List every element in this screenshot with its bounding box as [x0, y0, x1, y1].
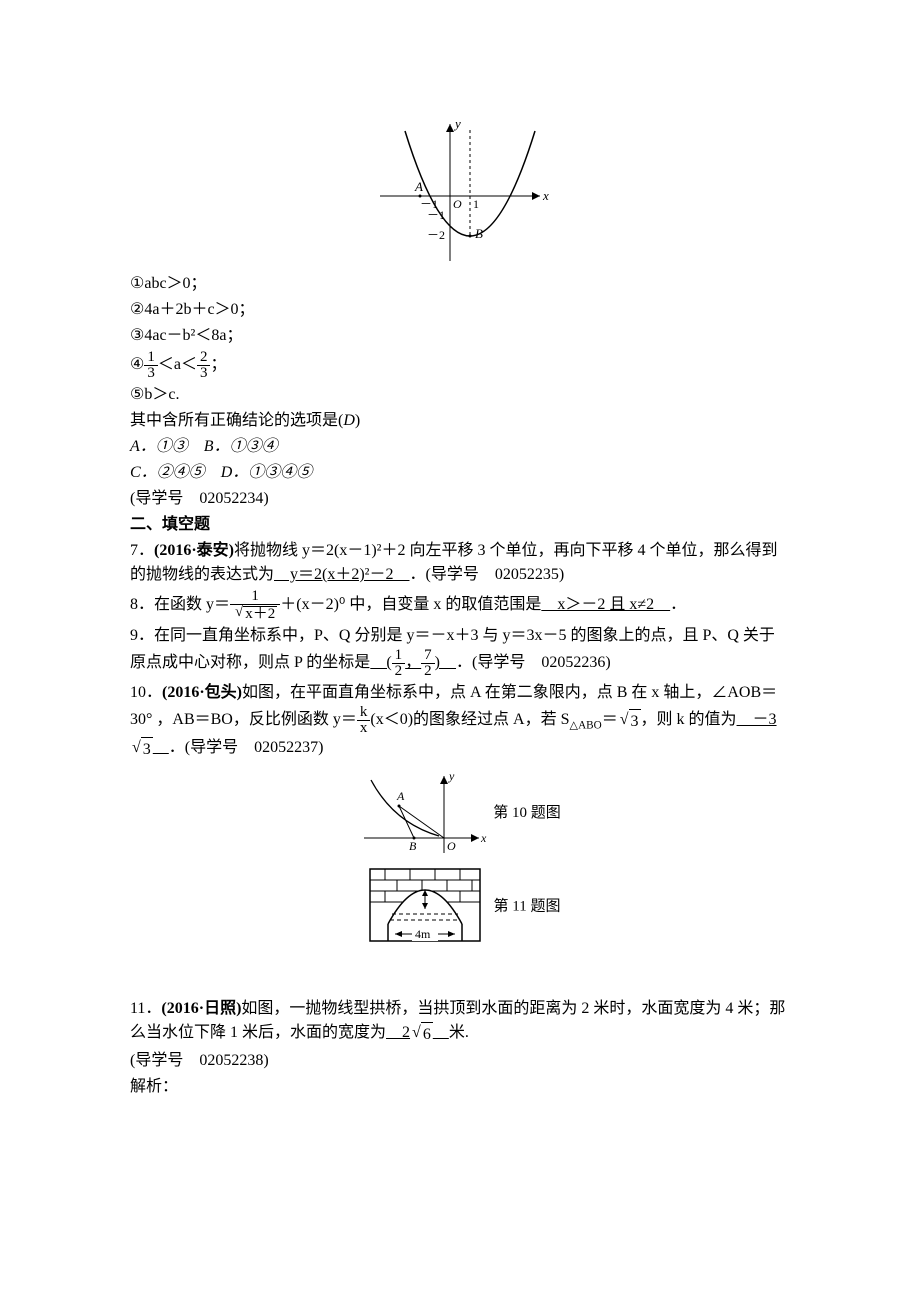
q7-answer: y＝2(x＋2)²－2 [274, 566, 409, 583]
q7-source: (2016·泰安) [154, 542, 234, 559]
statement-4: ④13＜a＜23； [130, 350, 790, 381]
q9-answer: (12，72) [370, 654, 456, 671]
figure-10: x y A B O [359, 768, 489, 858]
statement-2: ②4a＋2b＋c＞0； [130, 298, 790, 322]
svg-text:1: 1 [473, 197, 479, 211]
q9-comma: ， [405, 654, 421, 671]
q8-fraction: 1√x＋2 [230, 589, 280, 622]
svg-text:－1: －1 [427, 208, 445, 222]
q7: 7．(2016·泰安)将抛物线 y＝2(x－1)²＋2 向左平移 3 个单位，再… [130, 539, 790, 587]
q6-option-a: A．①③ [130, 438, 188, 455]
q10-sub: △ABO [569, 719, 601, 731]
analysis-label: 解析： [130, 1075, 790, 1099]
q10-ans-pre: －3 [737, 711, 777, 728]
guide-6: (导学号 02052234) [130, 487, 790, 511]
svg-text:4m: 4m [415, 927, 431, 941]
q10: 10．(2016·包头)如图，在平面直角坐标系中，点 A 在第二象限内，点 B … [130, 681, 790, 762]
q11-ans-pre: 2 [386, 1024, 410, 1041]
q11-ans-sqrt: √6 [410, 1021, 433, 1047]
q7-tail: ．(导学号 02052235) [409, 566, 564, 583]
q10-f: ，则 k 的值为 [641, 711, 737, 728]
q9: 9．在同一直角坐标系中，P、Q 分别是 y＝－x＋3 与 y＝3x－5 的图象上… [130, 624, 790, 679]
guide-11: (导学号 02052238) [130, 1049, 790, 1073]
figure-parabola: x y A －1 O 1 B －1 －2 [130, 116, 790, 266]
q6-option-c: C．②④⑤ [130, 464, 205, 481]
q6-option-d: D．①③④⑤ [221, 464, 313, 481]
q9-b: ．(导学号 02052236) [456, 654, 611, 671]
q11-answer: 2√6 [386, 1024, 449, 1041]
section-2-heading: 二、填空题 [130, 513, 790, 537]
q10-sqrt: √3 [618, 708, 641, 734]
q9-open: ( [370, 654, 391, 671]
svg-text:O: O [447, 839, 456, 853]
q10-num: 10． [130, 684, 162, 701]
q10-source: (2016·包头) [162, 684, 242, 701]
q6-option-b: B．①③④ [204, 438, 278, 455]
svg-text:B: B [475, 226, 483, 241]
figure-11-caption: 第 11 题图 [494, 898, 561, 914]
q11-num: 11． [130, 1000, 161, 1017]
q6-options-row1: A．①③ B．①③④ [130, 435, 790, 459]
statement-1: ①abc＞0； [130, 272, 790, 296]
q6-close: ) [355, 412, 360, 429]
q11-tail: 米. [449, 1024, 469, 1041]
figure-11: 4m [360, 864, 490, 949]
statement-3: ③4ac－b²＜8a； [130, 324, 790, 348]
q6-prompt: 其中含所有正确结论的选项是( [130, 412, 343, 429]
q10-d: (x＜0)的图象经过点 A，若 S [370, 711, 569, 728]
x-axis-label: x [542, 188, 549, 203]
q10-frac: kx [357, 705, 371, 736]
svg-text:x: x [480, 831, 487, 845]
figure-10-caption: 第 10 题图 [493, 805, 561, 821]
q7-num: 7． [130, 542, 154, 559]
q9-frac2: 72 [421, 648, 435, 679]
q8-c: ． [670, 596, 686, 613]
fraction-2-3: 23 [197, 350, 211, 381]
stmt4-suffix: ； [210, 356, 226, 373]
fraction-1-3: 13 [144, 350, 158, 381]
q8: 8．在函数 y＝1√x＋2＋(x－2)⁰ 中，自变量 x 的取值范围是 x＞－2… [130, 589, 790, 622]
q10-g: ．(导学号 02052237) [169, 739, 324, 756]
q6-answer: D [343, 412, 355, 429]
q6-options-row2: C．②④⑤ D．①③④⑤ [130, 461, 790, 485]
q8-a: 8．在函数 y＝ [130, 596, 230, 613]
q11-ans-post [433, 1024, 449, 1041]
svg-text:O: O [453, 197, 462, 211]
q8-answer: x＞－2 且 x≠2 [541, 596, 670, 613]
figure-11-row: 4m 第 11 题图 [130, 864, 790, 949]
svg-text:A: A [414, 179, 423, 194]
q11: 11．(2016·日照)如图，一抛物线型拱桥，当拱顶到水面的距离为 2 米时，水… [130, 997, 790, 1047]
svg-text:－2: －2 [427, 228, 445, 242]
q9-frac1: 12 [392, 648, 406, 679]
q10-ans-sqrt: √3 [130, 736, 153, 762]
svg-text:A: A [396, 789, 405, 803]
q11-source: (2016·日照) [161, 1000, 241, 1017]
svg-text:B: B [409, 839, 417, 853]
statement-5: ⑤b＞c. [130, 383, 790, 407]
figure-10-row: x y A B O 第 10 题图 [130, 768, 790, 858]
stmt4-prefix: ④ [130, 356, 144, 373]
stmt4-lt1: ＜a＜ [158, 356, 197, 373]
q10-ans-post [153, 739, 169, 756]
q10-e: ＝ [602, 711, 618, 728]
q9-close: ) [435, 654, 456, 671]
y-axis-label: y [453, 116, 461, 131]
svg-text:y: y [448, 769, 455, 783]
q6-question: 其中含所有正确结论的选项是(D) [130, 409, 790, 433]
q8-b: ＋(x－2)⁰ 中，自变量 x 的取值范围是 [280, 596, 541, 613]
